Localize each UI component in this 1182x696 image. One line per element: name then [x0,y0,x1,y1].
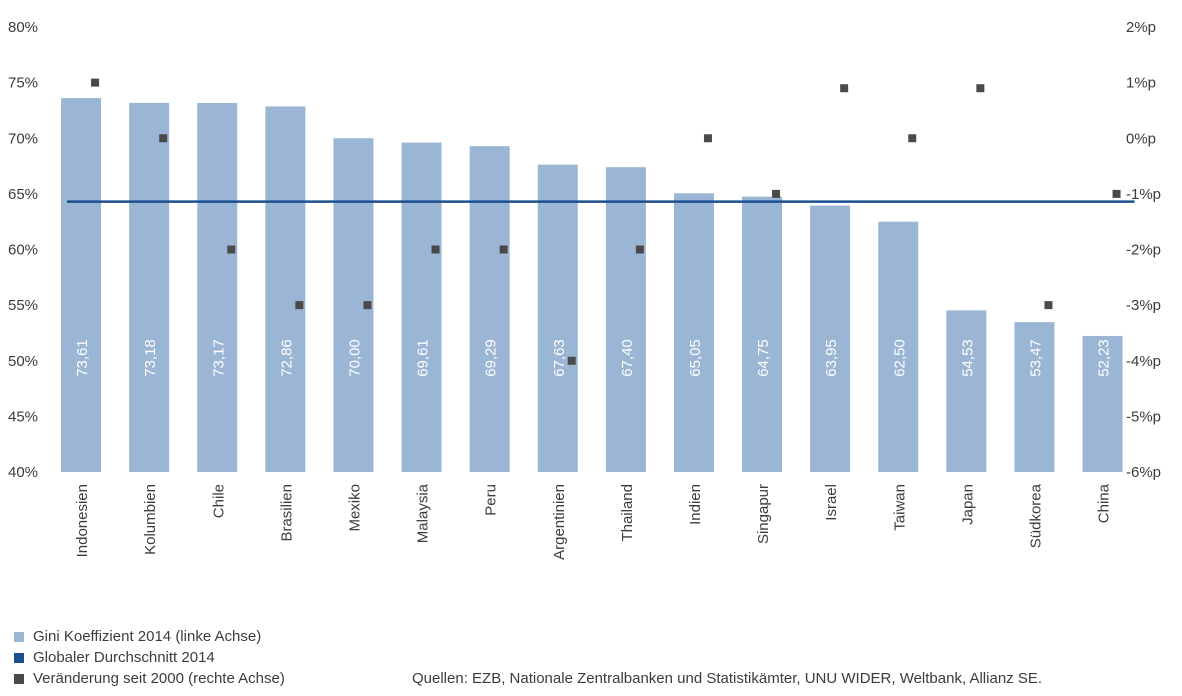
change-marker [227,245,236,254]
legend-item-change: Veränderung seit 2000 (rechte Achse) [14,668,285,689]
bar [469,146,510,472]
right-tick-label: -3%p [1126,297,1161,314]
change-marker [635,245,644,254]
bar-value-label: 64,75 [755,339,772,377]
legend: Gini Koeffizient 2014 (linke Achse) Glob… [14,626,285,689]
bar-value-label: 69,29 [483,339,500,377]
left-tick-label: 40% [8,464,38,481]
legend-label-average: Globaler Durchschnitt 2014 [33,649,215,666]
right-axis: 2%p 1%p 0%p -1%p -2%p -3%p -4%p -5%p -6%p [1126,19,1161,481]
change-marker [840,84,849,93]
bar [1082,335,1123,472]
change-marker [703,134,712,143]
left-tick-label: 70% [8,130,38,147]
change-marker [1044,301,1053,310]
category-label: Argentinien [551,484,568,560]
bar [810,205,851,472]
change-marker [976,84,985,93]
bar-value-label: 53,47 [1027,339,1044,377]
bar [61,98,102,473]
left-tick-label: 60% [8,242,38,259]
change-marker [91,78,100,87]
bar [401,142,442,472]
left-tick-label: 80% [8,19,38,36]
left-axis: 80% 75% 70% 65% 60% 55% 50% 45% 40% [8,19,38,481]
bar [673,193,714,472]
category-label: China [1096,483,1113,523]
legend-swatch-change [14,673,24,684]
right-tick-label: 2%p [1126,19,1156,36]
bar [946,310,987,472]
category-label: Brasilien [278,484,295,542]
left-tick-label: 50% [8,353,38,370]
category-label: Singapur [755,484,772,544]
bar-value-label: 73,17 [210,339,227,377]
legend-swatch-average [14,652,24,663]
legend-item-average: Globaler Durchschnitt 2014 [14,647,285,668]
bar-value-label: 62,50 [891,339,908,377]
right-tick-label: -5%p [1126,408,1161,425]
left-tick-label: 65% [8,186,38,203]
right-tick-label: 1%p [1126,75,1156,92]
category-label: Thailand [619,484,636,542]
left-tick-label: 75% [8,75,38,92]
bar [537,164,578,472]
bar-value-label: 67,40 [619,339,636,377]
category-label: Mexiko [346,484,363,532]
bar-value-label: 69,61 [415,339,432,377]
category-label: Peru [483,484,500,516]
change-marker [159,134,168,143]
right-tick-label: -6%p [1126,464,1161,481]
category-axis: Indonesien Kolumbien Chile Brasilien Mexiko M… [74,483,1113,560]
chart: 80% 75% 70% 65% 60% 55% 50% 45% 40% 2%p 1%p 0%p -1%… [8,19,1161,560]
bar [742,196,783,472]
change-marker [908,134,917,143]
category-label: Israel [823,484,840,521]
legend-label-gini: Gini Koeffizient 2014 (linke Achse) [33,628,262,645]
category-label: Indonesien [74,484,91,557]
bar-value-label: 54,53 [959,339,976,377]
category-label: Japan [959,484,976,525]
bar [878,221,919,472]
right-tick-label: -2%p [1126,242,1161,259]
bar-value-label: 73,18 [142,339,159,377]
right-tick-label: 0%p [1126,130,1156,147]
bar-value-label: 73,61 [74,339,91,377]
bar-value-label: 63,95 [823,339,840,377]
bar-value-label: 70,00 [346,339,363,377]
category-label: Indien [687,484,704,525]
bar-value-label: 72,86 [278,339,295,377]
change-marker [567,356,576,365]
category-label: Südkorea [1027,483,1044,548]
change-marker [1112,189,1121,198]
category-label: Taiwan [891,484,908,531]
source-note: Quellen: EZB, Nationale Zentralbanken un… [412,670,1042,687]
legend-item-gini: Gini Koeffizient 2014 (linke Achse) [14,626,285,647]
left-tick-label: 45% [8,408,38,425]
change-marker [431,245,440,254]
change-marker [363,301,372,310]
right-tick-label: -1%p [1126,186,1161,203]
bar [197,102,238,472]
bar [265,106,306,473]
change-marker [295,301,304,310]
bar [129,102,170,472]
bar-value-label: 67,63 [551,339,568,377]
change-marker [499,245,508,254]
legend-label-change: Veränderung seit 2000 (rechte Achse) [33,670,285,687]
bar-value-label: 65,05 [687,339,704,377]
change-marker-series [91,78,1121,365]
change-marker [772,189,781,198]
right-tick-label: -4%p [1126,353,1161,370]
legend-swatch-gini [14,631,24,642]
category-label: Malaysia [415,483,432,543]
bar [605,167,646,473]
left-tick-label: 55% [8,297,38,314]
category-label: Kolumbien [142,484,159,555]
bar-value-label: 52,23 [1096,339,1113,377]
category-label: Chile [210,484,227,518]
bar [1014,322,1055,472]
bar-series: 73,61 73,18 73,17 72,86 70,00 69,61 69,29 67,63… [61,98,1123,473]
